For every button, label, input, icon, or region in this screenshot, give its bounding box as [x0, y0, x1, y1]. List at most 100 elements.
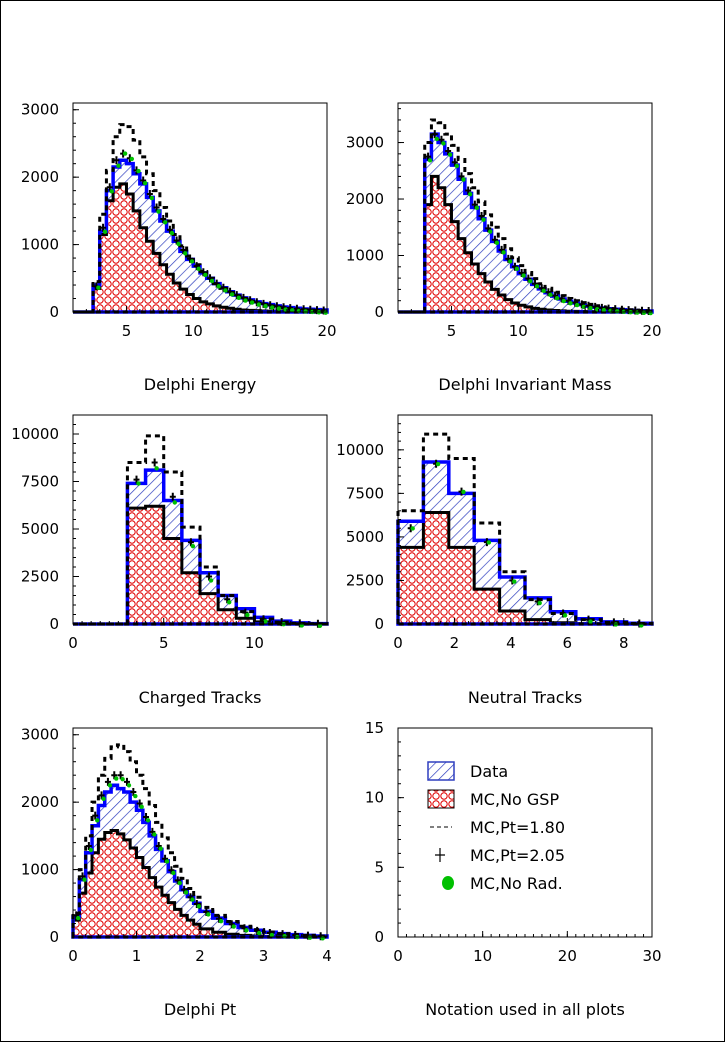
- y-tick-label: 0: [49, 303, 59, 321]
- y-tick-label: 2500: [346, 571, 384, 589]
- legend-label: MC,Pt=1.80: [470, 818, 565, 837]
- x-tick-label: 0: [393, 634, 403, 652]
- mc-pt205-marker: [169, 492, 176, 501]
- mc-no-rad-marker: [454, 163, 460, 169]
- mc-no-rad-marker: [177, 880, 182, 886]
- mc-no-rad-marker: [514, 266, 520, 272]
- mc-no-rad-marker: [282, 934, 287, 939]
- x-tick-label: 3: [259, 947, 269, 965]
- mc-no-rad-marker: [568, 301, 573, 306]
- mc-no-rad-marker: [156, 209, 161, 214]
- mc-no-rad-marker: [269, 932, 275, 938]
- mc-no-rad-marker: [245, 612, 250, 618]
- x-axis-label: Delphi Invariant Mass: [438, 375, 611, 394]
- x-tick-label: 8: [619, 634, 629, 652]
- legend-label: MC,No GSP: [470, 790, 559, 809]
- mc-no-rad-marker: [95, 818, 100, 823]
- x-tick-label: 4: [506, 634, 516, 652]
- panel-4: 0 2 4 6 8 0 2500 5000 7500 10000 Neutral Tracks: [336, 414, 654, 707]
- mc-pt180-dashed: [396, 432, 654, 626]
- mc-no-rad-marker: [481, 217, 486, 222]
- panel-5: 0 1 2 3 4 0 1000 2000 3000 Delphi Pt: [21, 726, 332, 1019]
- y-tick-label: 10000: [336, 441, 384, 459]
- mc-pt205-marker: [92, 811, 99, 820]
- x-axis-label: Delphi Energy: [144, 375, 256, 394]
- mc-pt205-marker: [465, 186, 472, 195]
- y-tick-label: 3000: [346, 134, 384, 152]
- mc-no-rad-marker: [183, 890, 189, 895]
- mc-no-rad-marker: [434, 136, 439, 142]
- mc-no-rad-marker: [269, 305, 275, 310]
- mc-no-rad-marker: [169, 230, 175, 236]
- mc-no-rad-marker: [256, 302, 262, 307]
- mc-no-rad-marker: [236, 295, 241, 301]
- mc-no-rad-marker: [534, 284, 540, 289]
- mc-no-rad-marker: [196, 904, 202, 909]
- mc-no-rad-marker: [149, 195, 155, 201]
- mc-no-rad-marker: [231, 924, 236, 929]
- mc-no-gsp-histogram-fill: [73, 183, 327, 312]
- mc-pt180-dashed: [71, 743, 329, 939]
- y-tick-label: 0: [49, 615, 59, 633]
- legend-item-5: MC,No Rad.: [442, 874, 563, 893]
- mc-no-rad-marker: [163, 220, 168, 225]
- panel-2: 5 10 15 20 0 1000 2000 3000 Delphi Invariant Mas…: [346, 102, 662, 394]
- mc-no-rad-marker: [494, 240, 500, 246]
- mc-no-rad-marker: [256, 930, 262, 936]
- green-dot-icon: [442, 876, 454, 890]
- panel-3: 0 5 10 0 2500 5000 7500 10000 Charged Tracks: [11, 414, 329, 707]
- y-tick-label: 3000: [21, 726, 59, 744]
- x-tick-label: 10: [473, 947, 492, 965]
- y-tick-label: 0: [374, 303, 384, 321]
- x-tick-label: 10: [509, 322, 528, 340]
- plot-frame: [72, 102, 328, 313]
- mc-no-rad-marker: [101, 796, 106, 801]
- mc-no-rad-marker: [203, 272, 208, 278]
- y-tick-label: 2500: [21, 568, 59, 586]
- mc-no-rad-marker: [474, 205, 480, 211]
- mc-no-rad-marker: [307, 935, 313, 940]
- mc-no-rad-marker: [528, 279, 533, 284]
- mc-no-rad-marker: [601, 307, 607, 313]
- mc-no-rad-marker: [588, 619, 593, 624]
- mc-no-rad-marker: [548, 292, 553, 297]
- legend-label: MC,No Rad.: [470, 874, 563, 893]
- mc-no-rad-marker: [196, 266, 201, 272]
- mc-pt205-marker: [85, 841, 92, 850]
- mc-no-gsp-histogram-fill: [73, 506, 327, 624]
- legend-item-3: MC,Pt=1.80: [430, 818, 565, 837]
- mc-pt205-marker: [151, 458, 158, 467]
- mc-no-rad-marker: [410, 526, 415, 531]
- mc-no-rad-marker: [290, 308, 295, 313]
- x-tick-label: 0: [393, 947, 403, 965]
- mc-no-rad-marker: [216, 284, 221, 289]
- x-tick-label: 10: [245, 634, 264, 652]
- mc-no-rad-marker: [512, 579, 517, 584]
- x-axis-label: Notation used in all plots: [425, 1000, 625, 1019]
- mc-no-rad-marker: [158, 846, 163, 851]
- y-tick-label: 0: [49, 928, 59, 946]
- y-tick-label: 2000: [346, 190, 384, 208]
- mc-no-rad-marker: [537, 600, 542, 606]
- mc-no-rad-marker: [96, 285, 101, 290]
- mc-no-rad-marker: [189, 259, 195, 264]
- x-tick-label: 2: [450, 634, 460, 652]
- mc-no-rad-marker: [82, 877, 87, 882]
- mc-no-rad-marker: [229, 292, 235, 297]
- mc-pt180-dashed: [398, 118, 654, 314]
- mc-no-rad-marker: [164, 859, 170, 864]
- x-tick-label: 0: [68, 634, 78, 652]
- mc-no-rad-marker: [129, 156, 135, 162]
- mc-pt205-marker: [478, 211, 485, 220]
- x-tick-label: 20: [317, 322, 336, 340]
- mc-pt205-marker: [438, 135, 445, 144]
- x-tick-label: 5: [447, 322, 457, 340]
- mc-no-rad-marker: [223, 288, 228, 293]
- mc-no-rad-marker: [501, 250, 506, 255]
- mc-no-rad-marker: [486, 540, 492, 545]
- y-tick-label: 5: [374, 858, 384, 876]
- y-tick-label: 10000: [11, 425, 59, 443]
- mc-no-rad-marker: [441, 141, 446, 146]
- legend-item-1: Data: [427, 761, 508, 781]
- mc-no-rad-marker: [209, 278, 215, 284]
